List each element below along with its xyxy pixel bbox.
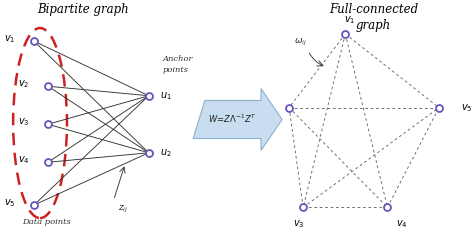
Text: Data points: Data points (22, 218, 71, 226)
Text: $v_3$: $v_3$ (18, 116, 29, 128)
Text: $v_4$: $v_4$ (396, 218, 407, 230)
Text: $W\!=\!Z\Lambda^{-1}Z^T$: $W\!=\!Z\Lambda^{-1}Z^T$ (208, 113, 256, 125)
Text: $v_5$: $v_5$ (461, 102, 473, 114)
Text: Anchor
points: Anchor points (163, 55, 193, 74)
Text: $v_2$: $v_2$ (18, 78, 29, 90)
Text: $v_1$: $v_1$ (4, 33, 15, 45)
Text: $u_2$: $u_2$ (160, 147, 172, 159)
Polygon shape (193, 89, 282, 150)
Text: $z_{ij}$: $z_{ij}$ (118, 204, 128, 215)
Text: $v_3$: $v_3$ (293, 218, 304, 230)
Text: $v_1$: $v_1$ (344, 14, 356, 26)
Text: Full-connected
graph: Full-connected graph (329, 3, 418, 32)
Text: $v_5$: $v_5$ (4, 197, 15, 209)
Text: Bipartite graph: Bipartite graph (37, 3, 129, 16)
Text: $v_4$: $v_4$ (18, 154, 29, 166)
Text: $v_2$: $v_2$ (255, 102, 267, 114)
Text: $u_1$: $u_1$ (160, 90, 172, 102)
Text: $\omega_{ij}$: $\omega_{ij}$ (294, 37, 307, 48)
